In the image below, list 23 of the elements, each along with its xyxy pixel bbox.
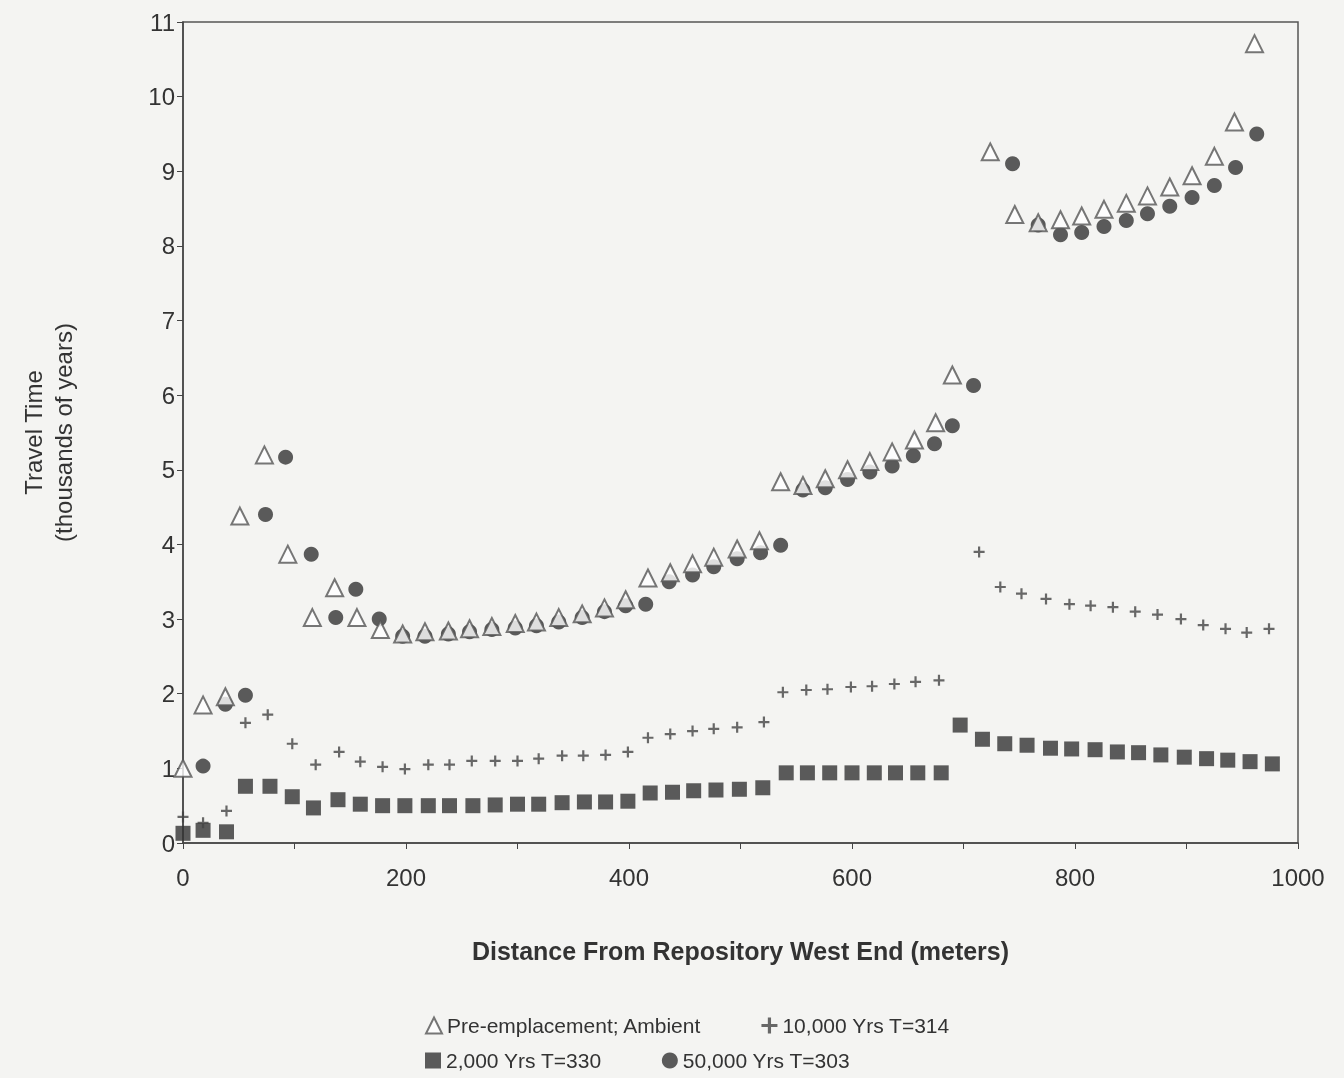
x-tick-label: 800 [1054,863,1096,891]
x-tick-label: 200 [385,863,427,891]
legend-label: 2,000 Yrs T=330 [446,1049,602,1072]
x-tick-label: 600 [831,863,873,891]
y-tick-label: 8 [161,232,175,260]
legend-label: Pre-emplacement; Ambient [447,1014,701,1037]
y-tick-label: 2 [161,680,175,708]
y-tick-label: 10 [148,83,175,111]
y-tick-label: 11 [150,8,175,36]
y-tick-label: 0 [161,829,175,857]
y-tick-label: 5 [161,456,175,484]
y-tick-label: 6 [161,381,175,409]
x-axis-title: Distance From Repository West End (meters) [471,936,1010,965]
x-tick-label: 1000 [1271,863,1325,891]
y-tick-label: 4 [161,530,175,558]
x-tick-label: 400 [608,863,650,891]
y-tick-label: 3 [161,605,175,633]
legend-label: 10,000 Yrs T=314 [782,1014,950,1037]
y-tick-label: 7 [161,307,175,335]
y-axis-title: Travel Time (thousands of years) [19,323,77,542]
legend-label: 50,000 Yrs T=303 [682,1049,850,1072]
y-tick-label: 1 [161,754,175,782]
y-tick-label: 9 [161,157,175,185]
